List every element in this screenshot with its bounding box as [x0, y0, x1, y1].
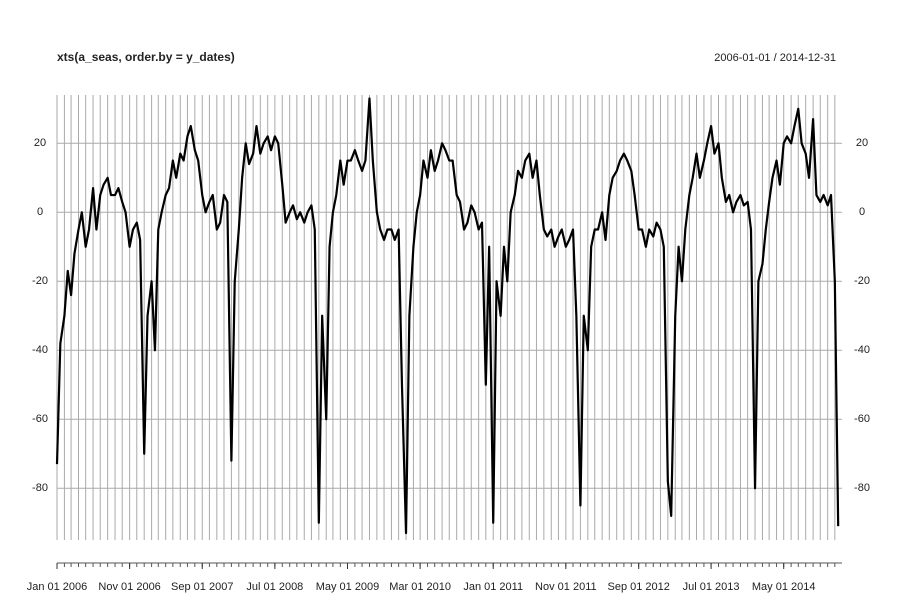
y2-tick-label: -80: [854, 482, 870, 494]
date-range: 2006-01-01 / 2014-12-31: [714, 52, 836, 64]
x-tick-label: Sep 01 2012: [608, 581, 670, 593]
chart-title: xts(a_seas, order.by = y_dates): [57, 50, 235, 64]
y-tick-label: 0: [37, 206, 43, 218]
y-tick-label: -40: [32, 344, 48, 356]
x-tick-label: May 01 2009: [316, 581, 380, 593]
x-tick-label: Jul 01 2013: [683, 581, 740, 593]
x-tick-label: Mar 01 2010: [389, 581, 451, 593]
x-tick-label: Jan 01 2006: [27, 581, 88, 593]
y2-tick-label: -20: [854, 275, 870, 287]
y2-tick-label: -60: [854, 413, 870, 425]
x-tick-label: Nov 01 2006: [98, 581, 160, 593]
y-tick-label: -60: [32, 413, 48, 425]
y-tick-label: 20: [34, 137, 46, 149]
y-tick-label: -20: [32, 275, 48, 287]
y-tick-label: -80: [32, 482, 48, 494]
y2-tick-label: -40: [854, 344, 870, 356]
x-tick-label: Nov 01 2011: [535, 581, 597, 593]
series-line: [55, 97, 840, 535]
x-tick-label: Jan 01 2011: [463, 581, 523, 593]
y2-tick-label: 0: [859, 206, 865, 218]
x-tick-label: Sep 01 2007: [171, 581, 233, 593]
y2-tick-label: 20: [856, 137, 868, 149]
x-tick-label: May 01 2014: [752, 581, 816, 593]
x-tick-label: Jul 01 2008: [246, 581, 303, 593]
